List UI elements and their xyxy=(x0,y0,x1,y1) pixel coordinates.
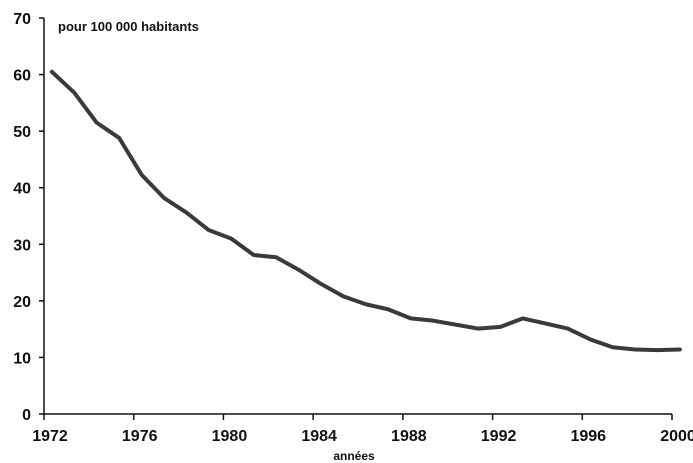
x-tick-label: 1984 xyxy=(301,428,337,445)
x-tick-label: 1992 xyxy=(481,428,517,445)
y-tick-label: 0 xyxy=(22,407,31,424)
x-tick-label: 2000 xyxy=(660,428,693,445)
y-tick-label: 20 xyxy=(13,294,31,311)
x-tick-label: 1976 xyxy=(122,428,158,445)
y-axis-ticks: 0 10 20 30 40 50 60 70 xyxy=(13,11,44,424)
series-group xyxy=(49,69,682,353)
y-tick-label: 50 xyxy=(13,124,31,141)
x-axis-ticks: 1972 1976 1980 1984 1988 1992 1996 2000 xyxy=(32,414,693,445)
y-tick-label: 10 xyxy=(13,350,31,367)
y-tick-label: 70 xyxy=(13,11,31,28)
x-tick-label: 1980 xyxy=(212,428,248,445)
x-tick-label: 1996 xyxy=(570,428,606,445)
y-tick-label: 30 xyxy=(13,237,31,254)
x-axis-title: années xyxy=(333,449,375,463)
x-tick-label: 1988 xyxy=(391,428,427,445)
unit-label: pour 100 000 habitants xyxy=(58,19,199,34)
y-tick-label: 40 xyxy=(13,181,31,198)
series-line xyxy=(49,69,682,353)
x-tick-label: 1972 xyxy=(32,428,68,445)
y-tick-label: 60 xyxy=(13,68,31,85)
